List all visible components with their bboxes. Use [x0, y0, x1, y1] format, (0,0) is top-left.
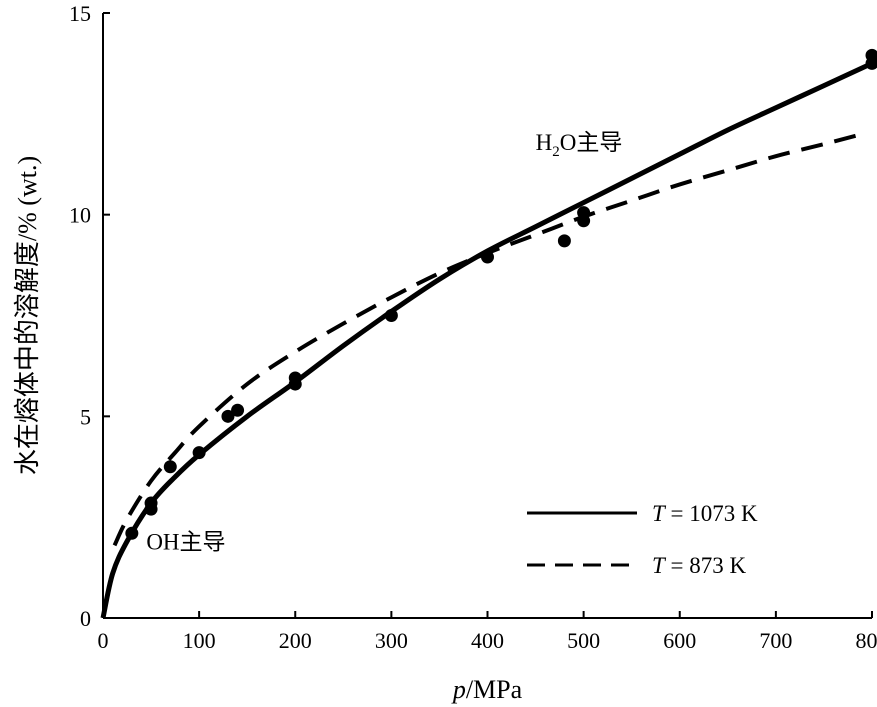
- data-point: [221, 409, 235, 423]
- annotation-h2o: H2O主导: [536, 130, 623, 160]
- y-tick-label: 15: [69, 1, 91, 26]
- legend-label-873k-symbol: T: [652, 553, 667, 578]
- tick-labels: 0 100 200 300 400 500 600 700 800 0 5 10 15: [69, 1, 877, 653]
- legend-label-1073k-symbol: T: [652, 501, 667, 526]
- plot-points: [125, 48, 877, 540]
- annotation-h2o-part: H: [536, 130, 553, 155]
- x-tick-label: 200: [279, 628, 312, 653]
- axes: [102, 12, 873, 619]
- series-line-873k: [112, 132, 863, 547]
- legend-label-873k-value: = 873 K: [665, 553, 747, 578]
- x-tick-label: 700: [759, 628, 792, 653]
- y-tick-label: 5: [80, 404, 91, 429]
- y-tick-label: 10: [69, 203, 91, 228]
- legend: T = 1073 K T = 873 K: [527, 501, 758, 578]
- x-axis-label-unit: /MPa: [466, 675, 523, 704]
- legend-label-1073k-value: = 1073 K: [665, 501, 758, 526]
- data-point: [163, 460, 177, 474]
- x-tick-label: 500: [567, 628, 600, 653]
- x-tick-label: 400: [471, 628, 504, 653]
- x-tick-label: 100: [183, 628, 216, 653]
- x-tick-label: 0: [98, 628, 109, 653]
- data-point: [865, 56, 877, 70]
- y-axis-label: 水在熔体中的溶解度/% (wt.): [13, 156, 42, 475]
- annotation-h2o-part: O主导: [560, 130, 623, 155]
- x-tick-label: 800: [856, 628, 877, 653]
- data-point: [144, 502, 158, 516]
- x-axis-label: p/MPa: [451, 675, 523, 704]
- data-point: [192, 446, 206, 460]
- annotation-h2o-subscript: 2: [552, 144, 560, 160]
- data-point: [288, 377, 302, 391]
- data-point: [557, 234, 571, 248]
- data-point: [481, 250, 494, 264]
- data-point: [577, 214, 591, 228]
- annotation-oh: OH主导: [146, 529, 225, 554]
- data-point: [384, 309, 398, 322]
- x-tick-label: 600: [663, 628, 696, 653]
- data-point: [231, 403, 245, 417]
- x-axis-label-symbol: p: [451, 675, 466, 704]
- y-tick-label: 0: [80, 606, 91, 631]
- data-point: [125, 526, 139, 540]
- x-tick-label: 300: [375, 628, 408, 653]
- legend-label-1073k: T = 1073 K: [652, 501, 758, 526]
- legend-label-873k: T = 873 K: [652, 553, 747, 578]
